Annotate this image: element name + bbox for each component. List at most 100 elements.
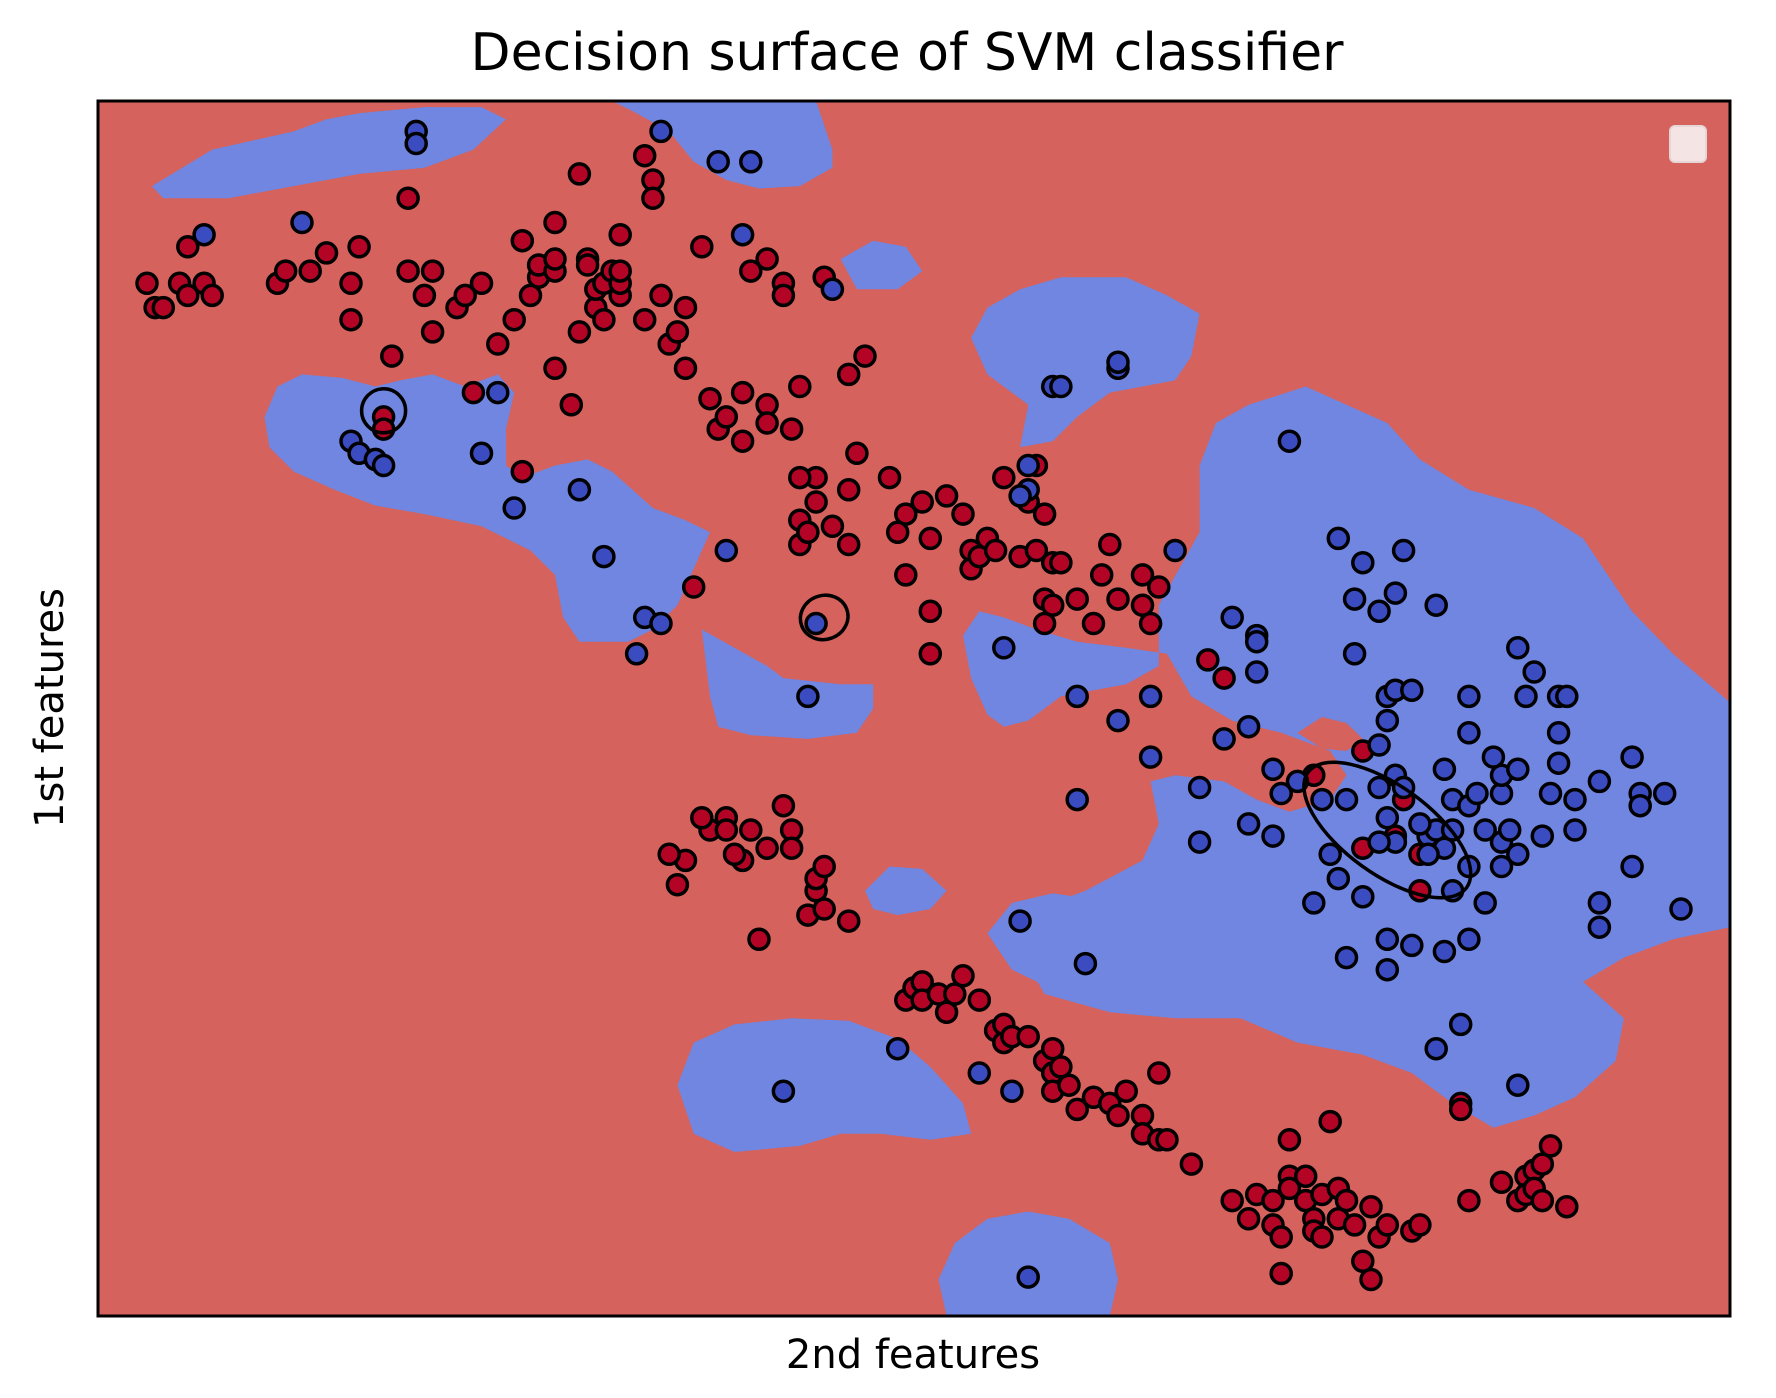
point-blue-49 [1391,538,1416,563]
point-red-96 [918,642,943,666]
point-blue-1 [290,210,314,235]
point-red-122 [1147,575,1171,599]
point-blue-18 [714,538,739,563]
point-blue-112 [1506,1073,1530,1097]
point-blue-129 [1065,787,1089,812]
point-red-143 [690,806,714,830]
point-blue-100 [1432,939,1457,964]
point-red-141 [657,842,681,867]
point-red-48 [641,186,665,210]
point-red-86 [836,478,861,502]
point-blue-119 [1587,915,1612,939]
point-blue-7 [730,222,755,247]
point-blue-117 [1652,781,1677,806]
point-red-33 [567,162,592,186]
point-blue-103 [1351,885,1375,909]
point-blue-40 [1236,714,1261,739]
point-blue-136 [1016,1265,1040,1289]
point-red-9 [273,259,298,283]
point-red-84 [796,520,820,545]
point-blue-84 [1506,757,1530,782]
point-red-124 [1196,648,1220,672]
point-red-72 [836,362,861,387]
point-blue-87 [1522,660,1546,684]
point-red-49 [632,307,657,332]
point-red-178 [1220,1188,1244,1213]
point-red-92 [885,520,910,545]
point-red-5 [176,235,200,259]
point-blue-68 [1408,812,1432,836]
point-red-125 [1212,666,1236,690]
point-red-216 [1530,1188,1555,1213]
point-red-209 [1489,1170,1514,1195]
point-blue-93 [1563,787,1587,812]
point-red-118 [1098,532,1122,557]
point-blue-15 [502,496,526,520]
decision-region-blue-5 [971,277,1200,448]
point-blue-55 [1367,733,1391,757]
point-red-75 [559,393,584,417]
point-red-66 [739,259,763,283]
decision-region-blue-3 [264,374,710,642]
point-blue-132 [1000,1079,1024,1103]
point-red-201 [1359,1194,1383,1219]
point-red-10 [298,259,322,283]
point-blue-126 [1187,775,1212,800]
point-red-181 [1261,1188,1285,1213]
highlight-ellipse-2 [1302,760,1473,900]
point-red-218 [1555,1194,1579,1219]
point-blue-113 [1587,769,1612,794]
point-red-74 [845,441,869,466]
point-blue-89 [1555,684,1579,709]
point-blue-34 [1138,745,1163,769]
point-red-70 [788,465,812,490]
point-blue-30 [1106,350,1130,374]
point-red-25 [502,307,526,332]
highlight-ellipses [359,387,1473,900]
point-red-59 [730,429,755,453]
point-red-54 [673,356,698,381]
point-blue-54 [1400,678,1424,703]
point-red-179 [1236,1207,1261,1231]
point-blue-94 [1563,818,1587,842]
point-red-19 [420,259,445,283]
point-blue-43 [1326,526,1351,551]
point-red-26 [510,228,535,253]
decision-region-red-7 [1297,717,1363,751]
point-red-197 [1334,1188,1359,1213]
point-blue-122 [1212,727,1236,751]
point-blue-130 [1008,909,1032,933]
point-red-56 [698,386,722,411]
point-red-98 [951,502,975,526]
point-red-113 [1040,593,1065,617]
point-blue-135 [771,1079,796,1103]
point-blue-106 [1310,787,1334,812]
point-blue-97 [1489,854,1514,879]
point-blue-42 [1277,429,1302,453]
point-blue-16 [567,478,592,502]
point-blue-92 [1538,781,1563,806]
point-blue-80 [1497,818,1522,842]
point-red-128 [739,818,763,842]
point-blue-12 [371,453,396,478]
point-blue-73 [1457,684,1481,709]
point-blue-57 [1375,806,1400,830]
point-red-193 [1310,1225,1334,1249]
point-red-93 [910,490,934,514]
point-blue-127 [1187,830,1212,854]
point-red-188 [1293,1164,1318,1189]
point-red-58 [714,405,739,429]
point-red-23 [469,271,494,296]
point-blue-83 [1481,745,1506,769]
point-blue-35 [1163,538,1187,563]
point-blue-101 [1400,933,1424,958]
point-red-97 [934,484,959,508]
point-red-115 [1065,587,1089,611]
point-red-17 [396,259,420,283]
point-red-46 [632,143,657,168]
chart-title: Decision surface of SVM classifier [471,23,1345,83]
point-red-60 [730,380,755,405]
point-red-81 [681,575,706,599]
point-red-205 [1408,1213,1432,1237]
